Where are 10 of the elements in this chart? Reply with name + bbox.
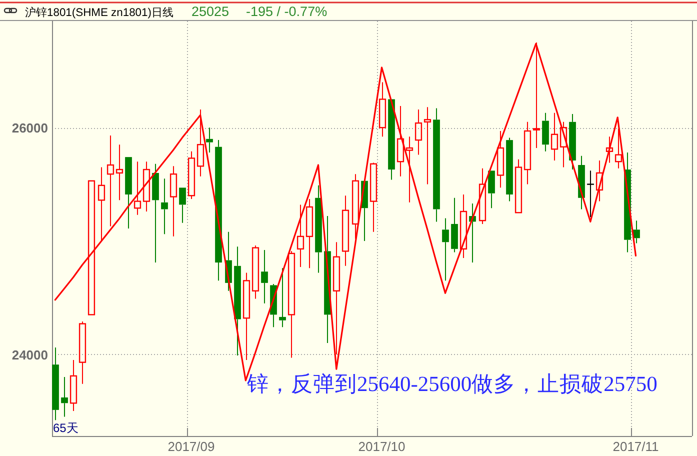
- chart-title: 沪锌1801(SHME zn1801)日线: [25, 6, 174, 19]
- x-tick-label: 2017/10: [358, 439, 406, 454]
- annotation: 锌，反弹到25640-25600做多，止损破25750: [246, 372, 658, 396]
- x-tick-label: 2017/09: [168, 439, 215, 454]
- text: -195 / -0.77%: [246, 4, 328, 19]
- x-tick-label: 2017/11: [612, 439, 659, 454]
- text: 25025: [191, 4, 230, 19]
- annotation: 65天: [53, 421, 78, 435]
- y-tick-label: 24000: [12, 347, 48, 362]
- y-tick-label: 26000: [12, 120, 48, 136]
